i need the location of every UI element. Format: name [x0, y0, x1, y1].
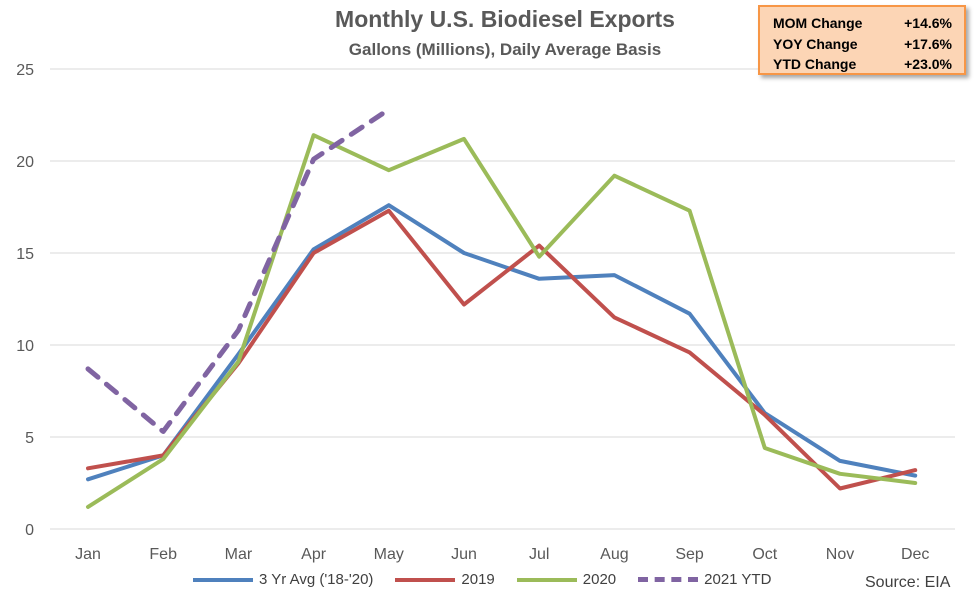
legend-swatch [395, 577, 456, 582]
stat-label: YTD Change [773, 56, 857, 72]
x-tick-label: Jun [451, 546, 477, 563]
x-tick-label: Nov [826, 546, 854, 563]
stats-box: MOM Change +14.6% YOY Change +17.6% YTD … [758, 5, 966, 75]
stat-label: YOY Change [773, 35, 858, 52]
series-line-3-yr-avg-18-20 [86, 203, 918, 482]
x-tick-label: Oct [752, 546, 777, 563]
stat-value: +14.6% [904, 15, 952, 31]
source-note: Source: EIA [865, 574, 951, 591]
y-tick-label: 15 [16, 246, 34, 263]
stat-row-yoy: YOY Change +17.6% [773, 34, 952, 55]
gridlines [50, 68, 955, 530]
legend-item-2021-ytd: 2021 YTD [638, 571, 771, 588]
x-tick-label: Jul [529, 546, 549, 563]
x-tick-label: May [374, 546, 404, 563]
legend-item-2020: 2020 [516, 571, 617, 588]
y-tick-label: 10 [16, 338, 34, 355]
legend-item-3yr-avg: 3 Yr Avg ('18-'20) [193, 571, 373, 588]
x-tick-label: Aug [600, 546, 628, 563]
chart-title: Monthly U.S. Biodiesel Exports [335, 6, 675, 32]
x-tick-label: Apr [301, 546, 327, 563]
series-line-2021-ytd [85, 107, 392, 434]
series-lines [85, 107, 918, 509]
legend-swatch [516, 577, 577, 582]
stat-label: MOM Change [773, 15, 863, 31]
x-tick-label: Feb [149, 546, 177, 563]
legend-swatch [638, 577, 699, 582]
x-tick-label: Jan [75, 546, 101, 563]
series-line-2020 [86, 133, 918, 509]
x-tick-label: Dec [901, 546, 929, 563]
y-tick-label: 0 [25, 522, 34, 539]
legend-label: 2020 [582, 571, 617, 588]
y-axis-tick-labels: 0 5 10 15 20 25 [16, 62, 34, 539]
stat-row-mom: MOM Change +14.6% [773, 13, 952, 34]
x-axis-tick-labels: Jan Feb Mar Apr May Jun Jul Aug Sep Oct Nov Dec [75, 546, 929, 563]
y-tick-label: 5 [25, 430, 34, 447]
legend-label: 2019 [461, 571, 495, 588]
stat-row-ytd: YTD Change +23.0% [773, 54, 952, 75]
y-tick-label: 25 [16, 62, 34, 79]
y-tick-label: 20 [16, 154, 34, 171]
stat-value: +17.6% [904, 35, 952, 52]
legend: 3 Yr Avg ('18-'20) 2019 2020 2021 YTD [193, 571, 793, 588]
chart-subtitle: Gallons (Millions), Daily Average Basis [348, 40, 662, 59]
legend-item-2019: 2019 [395, 571, 495, 588]
x-tick-label: Mar [225, 546, 253, 563]
x-tick-label: Sep [675, 546, 704, 563]
legend-label: 3 Yr Avg ('18-'20) [259, 571, 374, 588]
stat-value: +23.0% [904, 56, 952, 72]
legend-label: 2021 YTD [704, 571, 772, 588]
legend-swatch [193, 577, 253, 582]
series-line-2019 [86, 208, 918, 491]
